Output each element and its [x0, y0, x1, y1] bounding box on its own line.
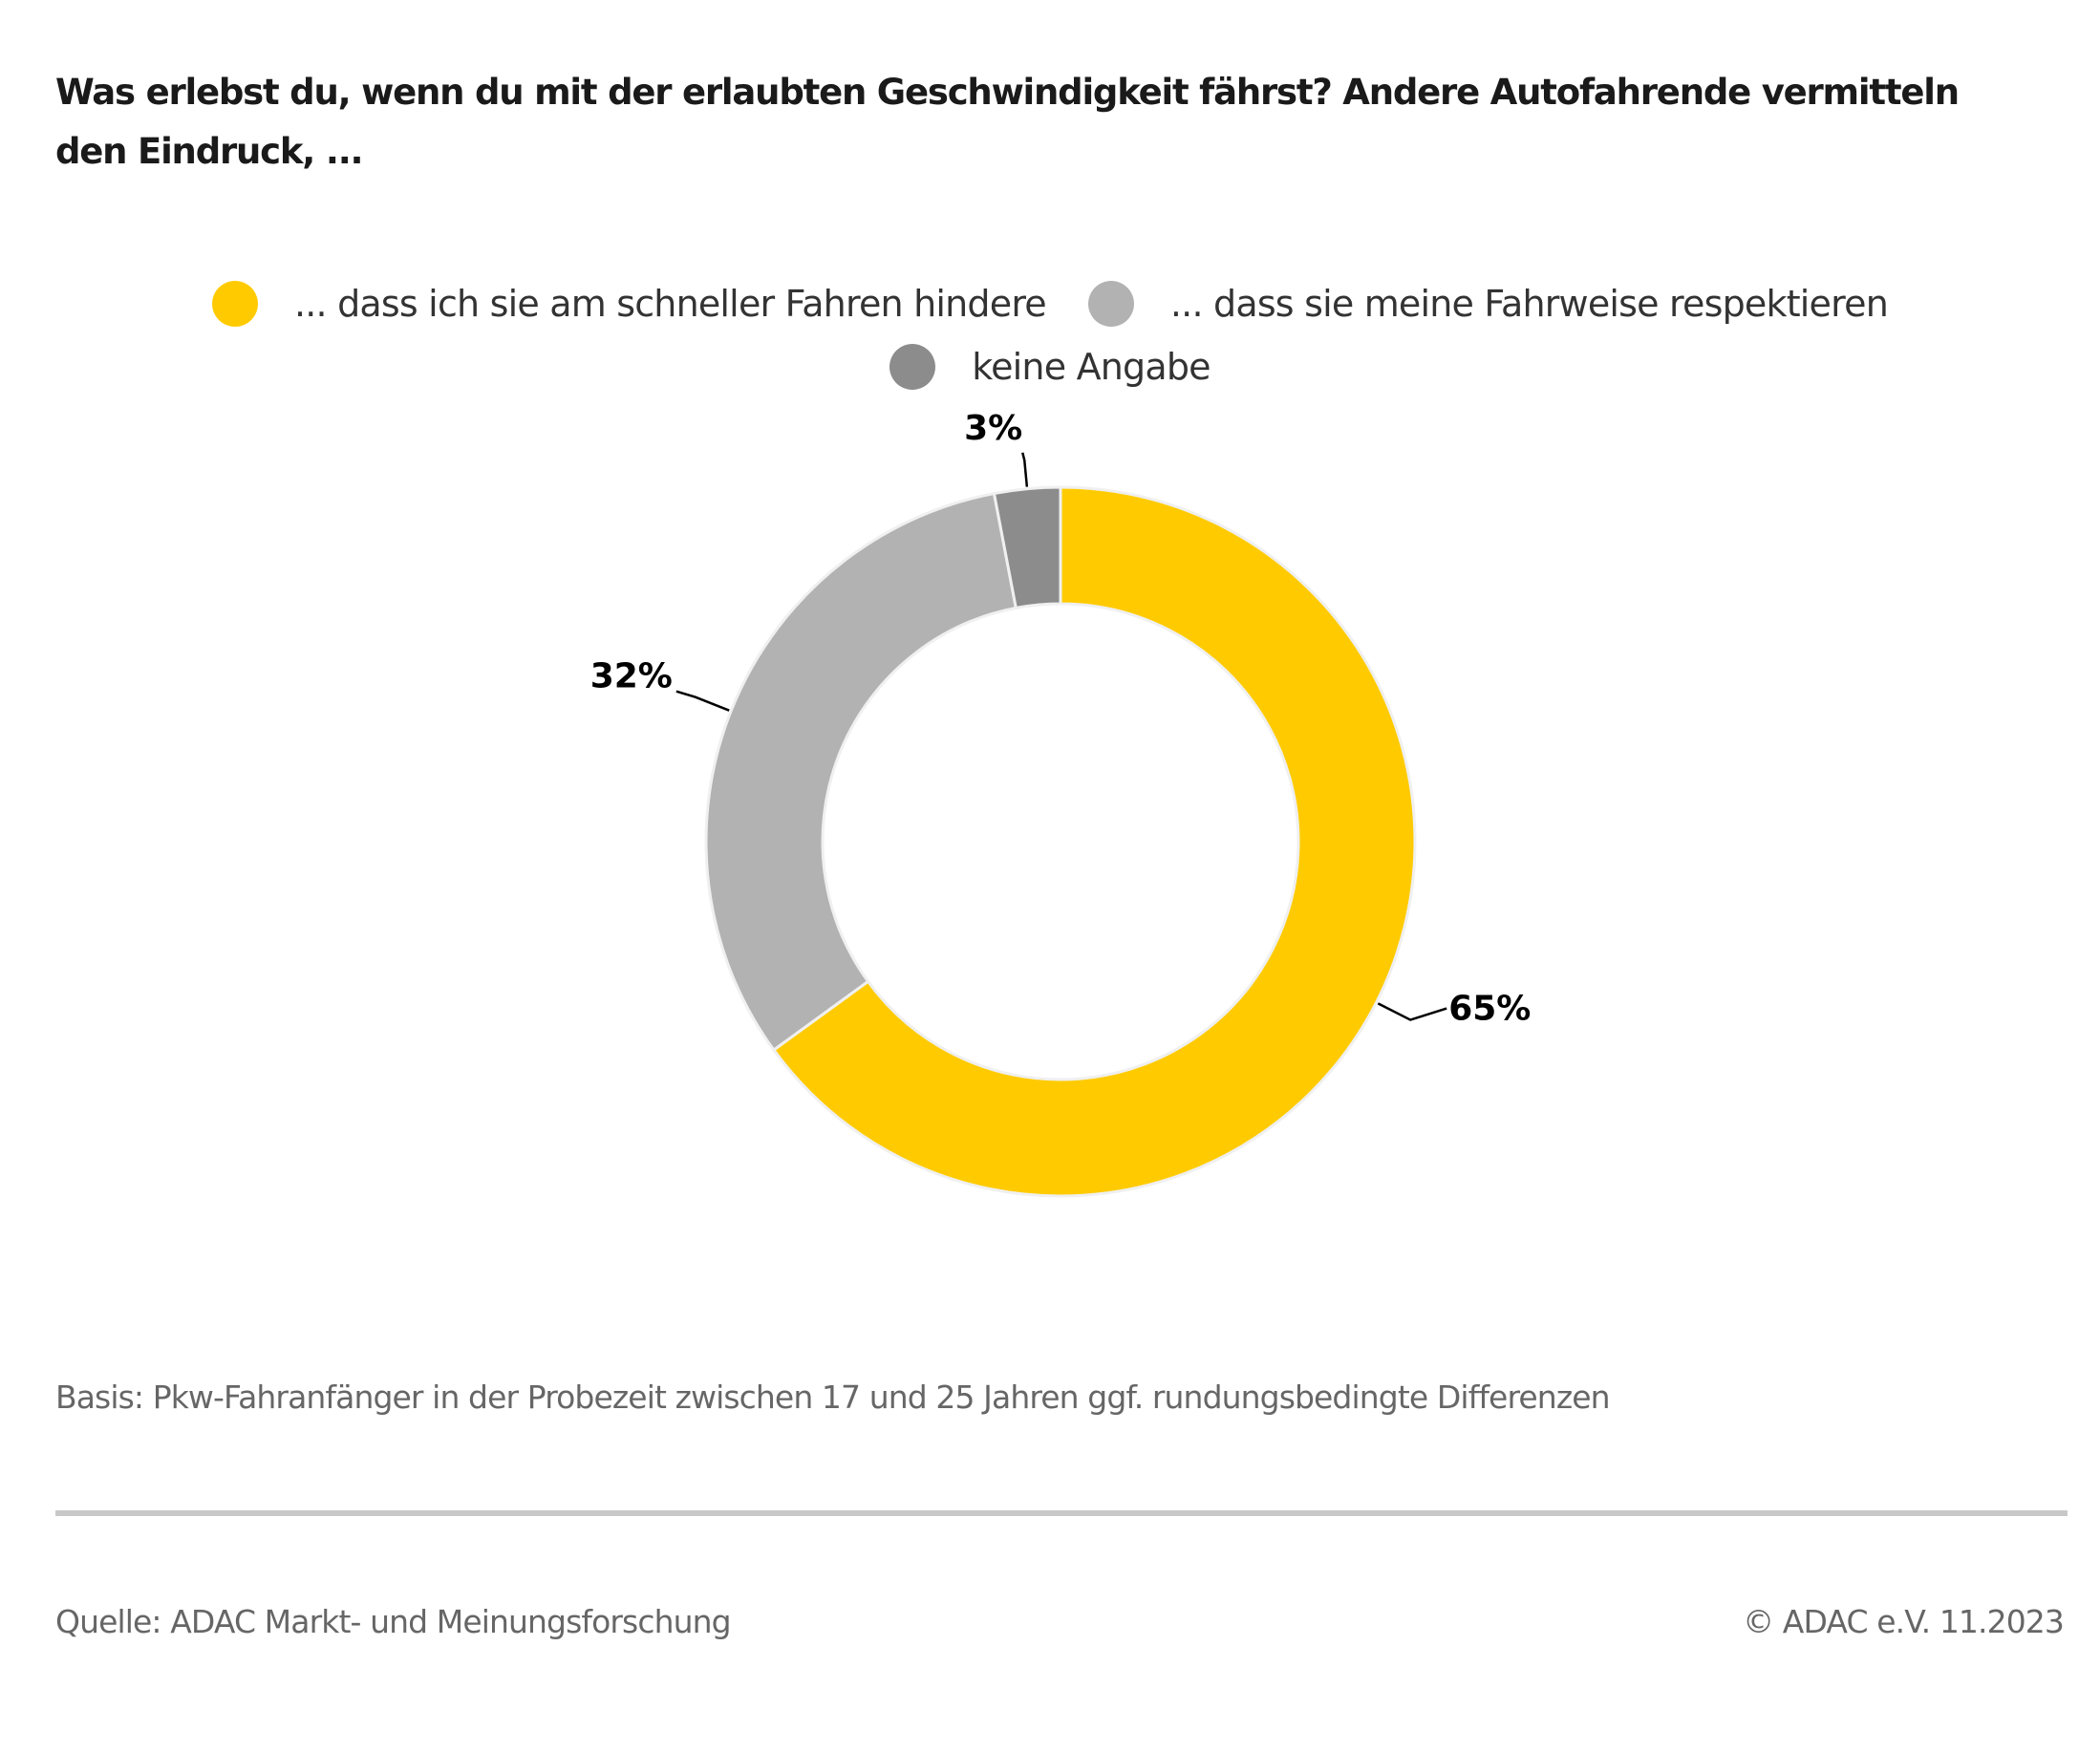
slice-respektieren[interactable]	[704, 491, 1018, 1053]
legend-row-2: keine Angabe	[0, 335, 2100, 398]
chart-title-line-2: den Eindruck, ...	[55, 131, 364, 172]
chart-title: Was erlebst du, wenn du mit der erlaubte…	[55, 63, 2062, 182]
legend-item-keine-angabe[interactable]: keine Angabe	[889, 344, 1211, 390]
legend-swatch-yellow-icon	[211, 281, 258, 327]
data-label: 32%	[590, 657, 673, 696]
copyright-note: © ADAC e.V. 11.2023	[1743, 1603, 2065, 1640]
leader-line	[675, 690, 730, 712]
leader-line	[1021, 452, 1029, 487]
slice-hindere[interactable]	[771, 485, 1417, 1198]
chart-title-line-1: Was erlebst du, wenn du mit der erlaubte…	[55, 72, 1960, 113]
source-note: Quelle: ADAC Markt- und Meinungsforschun…	[55, 1603, 732, 1640]
legend-label: ... dass sie meine Fahrweise respektiere…	[1169, 283, 1889, 325]
legend: ... dass ich sie am schneller Fahren hin…	[0, 272, 2100, 398]
legend-item-hindere[interactable]: ... dass ich sie am schneller Fahren hin…	[211, 281, 1047, 327]
divider	[55, 1510, 2068, 1516]
legend-swatch-darkgray-icon	[889, 344, 936, 390]
leader-line	[1377, 1002, 1447, 1021]
legend-label: ... dass ich sie am schneller Fahren hin…	[293, 283, 1047, 325]
donut-leader-lines	[675, 452, 1447, 1021]
data-label: 65%	[1448, 990, 1531, 1029]
legend-label: keine Angabe	[972, 346, 1211, 388]
data-label: 3%	[964, 409, 1022, 448]
legend-item-respektieren[interactable]: ... dass sie meine Fahrweise respektiere…	[1087, 281, 1889, 327]
donut-data-labels: 65% 32% 3%	[590, 409, 1532, 1029]
slice-keine-angabe[interactable]	[992, 485, 1062, 610]
donut-slices	[704, 485, 1417, 1198]
footnote: Basis: Pkw-Fahranfänger in der Probezeit…	[55, 1379, 1611, 1416]
legend-swatch-lightgray-icon	[1087, 281, 1134, 327]
legend-row-1: ... dass ich sie am schneller Fahren hin…	[0, 272, 2100, 335]
